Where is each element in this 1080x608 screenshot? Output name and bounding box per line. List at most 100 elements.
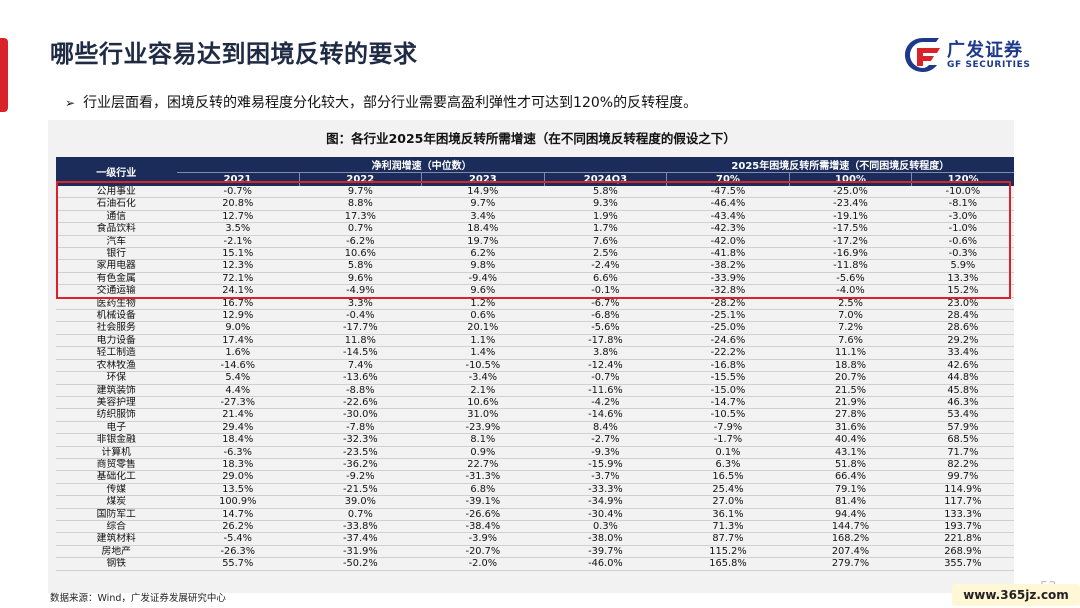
table-cell: 12.3% — [176, 259, 300, 273]
table-cell: 115.2% — [666, 545, 790, 559]
table-cell: -0.7% — [176, 186, 300, 199]
table-cell: 355.7% — [911, 557, 1014, 571]
industry-name: 建筑装饰 — [56, 384, 177, 397]
table-cell: 2.1% — [421, 384, 545, 397]
table-cell: 9.0% — [176, 321, 300, 335]
table-cell: 20.1% — [421, 321, 545, 335]
table-cell: 16.5% — [666, 470, 790, 484]
table-cell: -0.4% — [299, 309, 422, 323]
table-row: 医药生物 16.7% 3.3% 1.2% -6.7% -28.2% 2.5% 23.0% — [56, 297, 1014, 311]
table-cell: -25.0% — [789, 186, 912, 199]
table-cell: -39.1% — [421, 495, 545, 509]
table-cell: 117.7% — [911, 495, 1014, 509]
gf-logo-icon — [905, 38, 940, 72]
table-cell: -16.8% — [666, 359, 790, 373]
table-cell: -7.9% — [666, 421, 790, 435]
header-industry: 一级行业 — [56, 157, 177, 186]
table-cell: -3.4% — [421, 371, 545, 385]
table-cell: 1.6% — [176, 346, 300, 360]
table-row: 有色金属 72.1% 9.6% -9.4% 6.6% -33.9% -5.6% 13.3% — [56, 272, 1014, 286]
bullet-text: 行业层面看，困境反转的难易程度分化较大，部分行业需要高盈利弹性才可达到120%的… — [83, 95, 698, 111]
table-cell: 45.8% — [911, 384, 1014, 397]
industry-name: 钢铁 — [56, 557, 177, 571]
table-cell: -2.7% — [544, 433, 667, 447]
table-cell: 21.9% — [789, 396, 912, 410]
data-source: 数据来源：Wind，广发证券发展研究中心 — [50, 593, 226, 604]
table-cell: 82.2% — [911, 458, 1014, 472]
table-cell: -22.6% — [299, 396, 422, 410]
table-cell: -42.0% — [666, 235, 790, 249]
table-cell: -19.1% — [789, 210, 912, 224]
table-cell: 57.9% — [911, 421, 1014, 435]
table-cell: 11.1% — [789, 346, 912, 360]
industry-name: 汽车 — [56, 235, 177, 249]
table-cell: 207.4% — [789, 545, 912, 559]
header-col: 2021 — [176, 172, 300, 186]
table-cell: 114.9% — [911, 483, 1014, 497]
table-cell: 7.0% — [789, 309, 912, 323]
table-cell: -5.6% — [544, 321, 667, 335]
table-cell: 5.8% — [299, 259, 422, 273]
table-row: 建筑材料 -5.4% -37.4% -3.9% -38.0% 87.7% 168.2% 221… — [56, 532, 1014, 546]
table-cell: 7.2% — [789, 321, 912, 335]
table-cell: 40.4% — [789, 433, 912, 447]
industry-name: 家用电器 — [56, 259, 177, 273]
table-cell: -21.5% — [299, 483, 422, 497]
table-cell: 33.4% — [911, 346, 1014, 360]
table-cell: 24.1% — [176, 284, 300, 298]
table-cell: 6.3% — [666, 458, 790, 472]
table-row: 交通运输 24.1% -4.9% 9.6% -0.1% -32.8% -4.0% 15.2% — [56, 284, 1014, 298]
table-cell: 79.1% — [789, 483, 912, 497]
table-cell: 12.7% — [176, 210, 300, 224]
table-cell: 87.7% — [666, 532, 790, 546]
logo-text-cn: 广发证券 — [947, 40, 1023, 61]
table-cell: 14.7% — [176, 508, 300, 521]
table-cell: -3.0% — [911, 210, 1014, 224]
table-cell: 14.9% — [421, 186, 545, 199]
table-cell: 71.7% — [911, 446, 1014, 459]
industry-name: 煤炭 — [56, 495, 177, 509]
table-cell: 165.8% — [666, 557, 790, 571]
table-cell: 0.9% — [421, 446, 545, 459]
table-cell: -23.4% — [789, 197, 912, 211]
table-cell: -25.1% — [666, 309, 790, 323]
table-cell: 39.0% — [299, 495, 422, 509]
table-cell: -38.2% — [666, 259, 790, 273]
table-cell: -6.3% — [176, 446, 300, 459]
table-row: 汽车 -2.1% -6.2% 19.7% 7.6% -42.0% -17.2% -0.6% — [56, 235, 1014, 249]
table-cell: -2.1% — [176, 235, 300, 249]
table-cell: 29.0% — [176, 470, 300, 484]
header-col: 120% — [911, 172, 1014, 186]
table-cell: -15.9% — [544, 458, 667, 472]
table-cell: 133.3% — [911, 508, 1014, 521]
table-cell: -47.5% — [666, 186, 790, 199]
industry-name: 纺织服饰 — [56, 408, 177, 422]
table-row: 轻工制造 1.6% -14.5% 1.4% 3.8% -22.2% 11.1% 33.4% — [56, 346, 1014, 360]
table-cell: 51.8% — [789, 458, 912, 472]
table-cell: 8.1% — [421, 433, 545, 447]
table-cell: 68.5% — [911, 433, 1014, 447]
table-cell: 2.5% — [544, 247, 667, 261]
table-cell: 44.8% — [911, 371, 1014, 385]
industry-name: 国防军工 — [56, 508, 177, 521]
table-cell: 5.8% — [544, 186, 667, 199]
table-row: 纺织服饰 21.4% -30.0% 31.0% -14.6% -10.5% 27.8% 53.… — [56, 408, 1014, 422]
table-cell: -10.5% — [666, 408, 790, 422]
table-cell: -30.4% — [544, 508, 667, 521]
industry-name: 交通运输 — [56, 284, 177, 298]
table-cell: 21.4% — [176, 408, 300, 422]
table-row: 食品饮料 3.5% 0.7% 18.4% 1.7% -42.3% -17.5% -1.0% — [56, 222, 1014, 236]
table-cell: 1.9% — [544, 210, 667, 224]
table-cell: 19.7% — [421, 235, 545, 249]
table-cell: -15.0% — [666, 384, 790, 397]
table-cell: 53.4% — [911, 408, 1014, 422]
table-cell: 7.4% — [299, 359, 422, 373]
table-cell: 1.4% — [421, 346, 545, 360]
table-cell: 27.8% — [789, 408, 912, 422]
table-row: 计算机 -6.3% -23.5% 0.9% -9.3% 0.1% 43.1% 71.7% — [56, 446, 1014, 459]
table-cell: -5.6% — [789, 272, 912, 286]
table-cell: -14.7% — [666, 396, 790, 410]
table-cell: 9.7% — [299, 186, 422, 199]
table-cell: -2.4% — [544, 259, 667, 273]
table-cell: 36.1% — [666, 508, 790, 521]
